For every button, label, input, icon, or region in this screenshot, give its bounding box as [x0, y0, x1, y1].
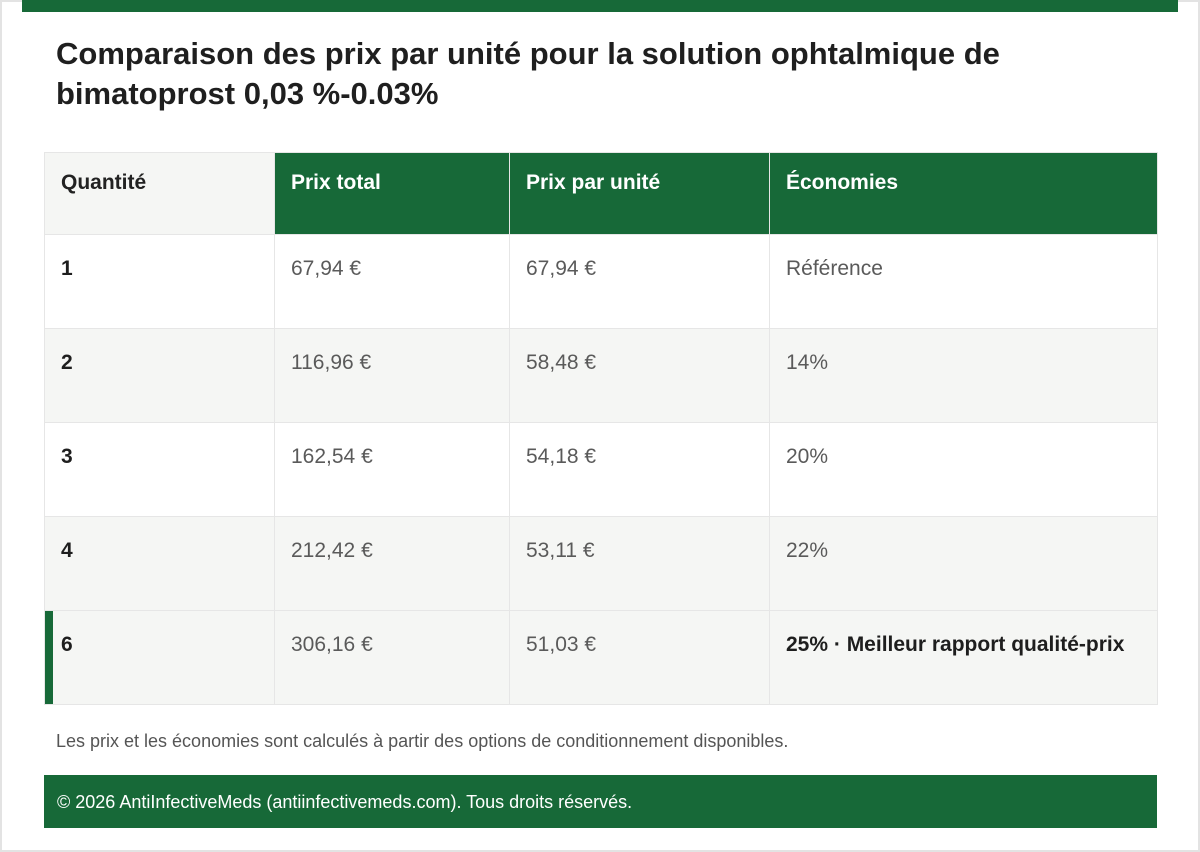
header-quantity: Quantité — [44, 152, 275, 235]
total-price-cell: 306,16 € — [274, 610, 510, 705]
price-comparison-table: Quantité Prix total Prix par unité Écono… — [44, 152, 1158, 705]
total-price-cell: 212,42 € — [274, 516, 510, 611]
unit-price-cell: 53,11 € — [509, 516, 770, 611]
savings-cell: 20% — [769, 422, 1158, 517]
unit-price-cell: 58,48 € — [509, 328, 770, 423]
quantity-cell: 3 — [44, 422, 275, 517]
table-header-row: Quantité Prix total Prix par unité Écono… — [44, 152, 1158, 235]
header-savings: Économies — [769, 152, 1158, 235]
savings-cell: Référence — [769, 234, 1158, 329]
unit-price-cell: 67,94 € — [509, 234, 770, 329]
total-price-cell: 162,54 € — [274, 422, 510, 517]
unit-price-cell: 54,18 € — [509, 422, 770, 517]
quantity-cell: 6 — [44, 610, 275, 705]
top-accent-bar — [22, 0, 1178, 12]
table-row: 2 116,96 € 58,48 € 14% — [44, 328, 1158, 423]
quantity-cell: 1 — [44, 234, 275, 329]
header-total-price: Prix total — [274, 152, 510, 235]
header-unit-price: Prix par unité — [509, 152, 770, 235]
pricing-note: Les prix et les économies sont calculés … — [56, 731, 789, 751]
best-value-row: 6 306,16 € 51,03 € 25% · Meilleur rappor… — [44, 610, 1158, 705]
quantity-cell: 2 — [44, 328, 275, 423]
table-row: 3 162,54 € 54,18 € 20% — [44, 422, 1158, 517]
savings-cell: 14% — [769, 328, 1158, 423]
savings-cell: 22% — [769, 516, 1158, 611]
copyright-text: © 2026 AntiInfectiveMeds (antiinfectivem… — [57, 792, 633, 812]
table-row: 1 67,94 € 67,94 € Référence — [44, 234, 1158, 329]
savings-cell-best-value: 25% · Meilleur rapport qualité-prix — [769, 610, 1158, 705]
total-price-cell: 67,94 € — [274, 234, 510, 329]
page-title: Comparaison des prix par unité pour la s… — [56, 36, 1000, 111]
table-row: 4 212,42 € 53,11 € 22% — [44, 516, 1158, 611]
unit-price-cell: 51,03 € — [509, 610, 770, 705]
footer-bar: © 2026 AntiInfectiveMeds (antiinfectivem… — [44, 775, 1157, 828]
total-price-cell: 116,96 € — [274, 328, 510, 423]
quantity-cell: 4 — [44, 516, 275, 611]
